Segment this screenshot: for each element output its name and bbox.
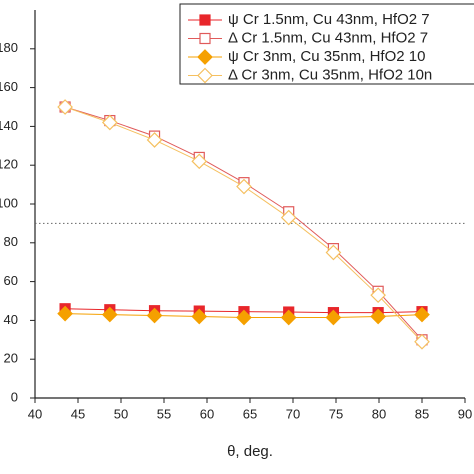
data-point <box>236 309 252 326</box>
data-point <box>325 309 342 326</box>
y-tick-label: 20 <box>4 351 18 366</box>
legend-label: Δ Cr 3nm, Cu 35nm, HfO2 10n <box>228 66 432 83</box>
data-point <box>280 309 297 326</box>
legend-marker <box>199 32 211 45</box>
data-point <box>101 306 118 323</box>
y-tick-label: 60 <box>4 273 18 288</box>
y-tick-label: 80 <box>4 234 18 249</box>
y-tick-label: 0 <box>11 389 18 404</box>
data-point <box>370 308 386 325</box>
y-tick-label: 140 <box>0 118 18 133</box>
legend-box <box>179 3 474 85</box>
legend-marker <box>197 67 213 84</box>
data-point <box>414 333 430 350</box>
data-point <box>191 308 208 325</box>
data-point <box>191 153 208 170</box>
x-tick-label: 75 <box>329 406 343 421</box>
legend-label: ψ Cr 3nm, Cu 35nm, HfO2 10 <box>228 48 425 65</box>
x-tick-label: 55 <box>157 406 171 421</box>
x-tick-label: 60 <box>200 406 214 421</box>
legend-label: ψ Cr 1.5nm, Cu 43nm, HfO2 7 <box>228 11 430 28</box>
data-point <box>146 132 163 148</box>
x-tick-label: 85 <box>415 406 429 421</box>
x-tick-label: 80 <box>372 406 386 421</box>
data-point <box>57 99 73 115</box>
x-tick-label: 45 <box>71 406 85 421</box>
legend-marker <box>199 14 211 26</box>
x-tick-label: 50 <box>114 406 128 421</box>
y-tick-label: 160 <box>0 79 18 94</box>
data-point <box>146 307 163 324</box>
x-tick-label: 70 <box>286 406 300 421</box>
data-point <box>414 306 430 323</box>
x-tick-label: 90 <box>458 406 472 421</box>
data-point <box>101 114 118 131</box>
legend-marker <box>197 49 213 65</box>
data-point <box>325 244 342 261</box>
data-point <box>370 287 386 304</box>
y-tick-label: 40 <box>4 312 18 327</box>
x-tick-label: 40 <box>28 406 42 421</box>
x-tick-label: 65 <box>243 406 257 421</box>
data-point <box>57 305 73 322</box>
data-point <box>236 178 252 195</box>
y-tick-label: 180 <box>0 40 18 55</box>
data-point <box>280 209 297 226</box>
y-tick-label: 120 <box>0 157 18 172</box>
x-axis-label: θ, deg. <box>227 443 273 460</box>
y-tick-label: 100 <box>0 195 18 210</box>
legend-label: Δ Cr 1.5nm, Cu 43nm, HfO2 7 <box>228 29 428 46</box>
